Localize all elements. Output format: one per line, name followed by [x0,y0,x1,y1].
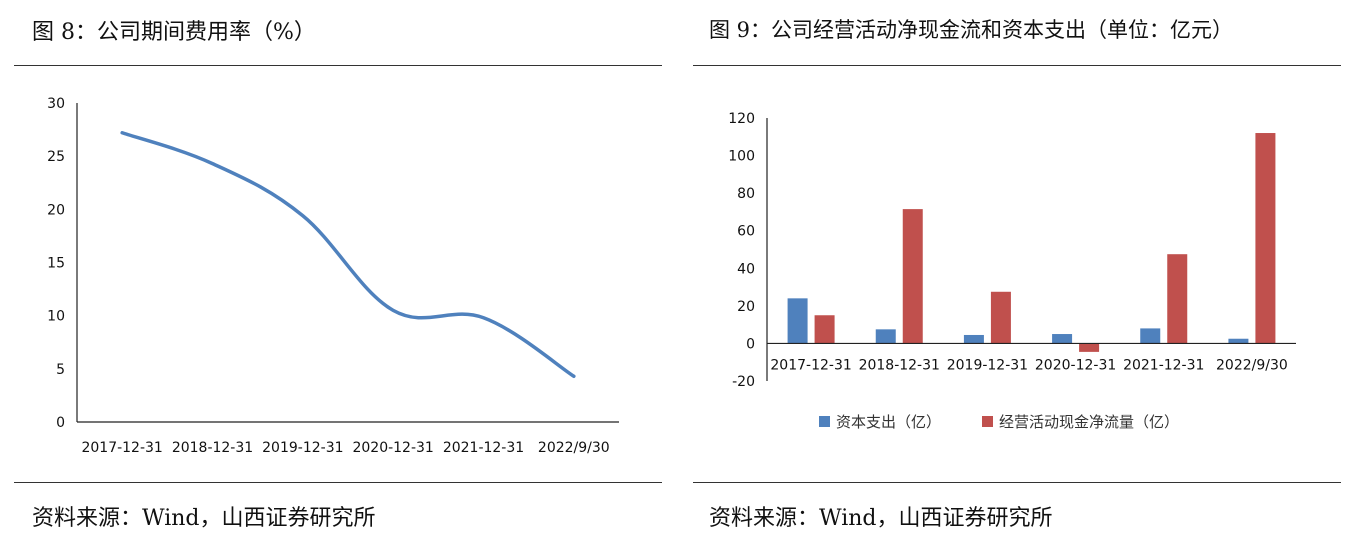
y-tick-label: 120 [728,111,755,127]
legend-swatch [819,416,830,427]
y-tick-label: 25 [47,149,65,165]
bar-operating-cashflow [814,315,835,344]
figure-8-top-rule [14,65,662,66]
expense-ratio-line-chart: 0 5 10 15 20 25 30 2017-12-31 2018-12-31 2019-12-… [47,96,619,456]
y-tick-label: 0 [56,415,65,431]
y-tick-label: 10 [47,309,65,325]
x-tick-label: 2022/9/30 [1216,357,1288,373]
figure-9-top-rule [693,65,1341,66]
series-line-expense-ratio [120,131,576,379]
x-tick-label: 2017-12-31 [81,440,162,456]
bar-operating-cashflow [1079,343,1100,352]
y-tick-label: 30 [47,96,65,112]
y-tick-label: 80 [737,186,755,202]
y-tick-label: 5 [56,362,65,378]
bar-operating-cashflow [902,209,923,344]
y-tick-label: 15 [47,256,65,272]
x-tick-label: 2018-12-31 [859,357,940,373]
y-tick-label: 60 [737,224,755,240]
legend-label: 资本支出（亿） [836,413,941,431]
legend-label: 经营活动现金净流量（亿） [999,413,1179,431]
bar-capex [1052,334,1073,344]
legend-swatch [982,416,993,427]
bar-capex [1140,328,1161,344]
figure-8-title: 图 8：公司期间费用率（%） [32,20,316,45]
figure-9-bottom-rule [693,482,1341,483]
y-tick-label: 100 [728,149,755,165]
bar-capex [787,298,808,344]
bar-capex [875,329,896,344]
legend: 资本支出（亿） 经营活动现金净流量（亿） [819,413,1179,431]
bar-operating-cashflow [1167,254,1188,344]
x-tick-label: 2020-12-31 [352,440,433,456]
x-tick-label: 2017-12-31 [770,357,851,373]
bar-operating-cashflow [1255,133,1276,344]
x-tick-label: 2022/9/30 [538,440,610,456]
x-tick-label: 2018-12-31 [172,440,253,456]
x-tick-label: 2020-12-31 [1035,357,1116,373]
bar-capex [963,334,984,344]
figure-8-bottom-rule [14,482,662,483]
x-tick-label: 2019-12-31 [262,440,343,456]
y-tick-label: 20 [737,299,755,315]
cashflow-capex-bar-chart: -20 0 20 40 60 80 100 120 2017-12-31 2018-12-31 20… [728,111,1296,431]
y-tick-label: -20 [732,374,755,390]
y-tick-label: 40 [737,261,755,277]
figure-9-title: 图 9：公司经营活动净现金流和资本支出（单位：亿元） [709,18,1234,42]
y-tick-label: 20 [47,202,65,218]
x-tick-label: 2019-12-31 [947,357,1028,373]
figure-9-source: 资料来源：Wind，山西证券研究所 [709,506,1053,531]
x-tick-label: 2021-12-31 [1123,357,1204,373]
figure-8-source: 资料来源：Wind，山西证券研究所 [32,506,376,531]
bar-capex [1228,338,1249,344]
x-tick-label: 2021-12-31 [443,440,524,456]
bar-operating-cashflow [990,291,1011,344]
y-tick-label: 0 [746,336,755,352]
